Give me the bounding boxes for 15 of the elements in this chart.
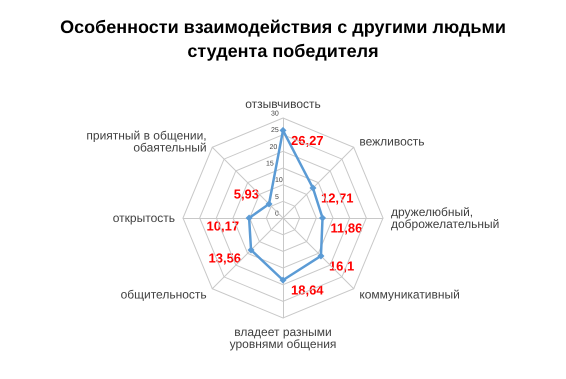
data-label: 26,27 [291, 132, 324, 148]
spoke-label: владеет разными уровнями общения [230, 325, 336, 351]
chart-title: Особенности взаимодействия с другими людьми студента победителя [60, 17, 506, 61]
data-label: 16,1 [328, 258, 354, 274]
data-label: 11,86 [330, 220, 362, 236]
data-label: 5,93 [234, 186, 260, 202]
spoke-label: коммуникативный [359, 287, 460, 302]
data-label: 13,56 [208, 250, 242, 266]
spoke-label: дружелюбный, доброжелательный [391, 205, 500, 231]
spoke-label: приятный в общении, обаятельный [86, 128, 207, 155]
spoke-label: отзывчивость [245, 97, 321, 111]
spoke-label: вежливость [359, 134, 425, 149]
spoke-label: открытость [112, 211, 175, 225]
spoke-label: общительность [120, 287, 207, 302]
data-label: 18,64 [291, 282, 324, 298]
